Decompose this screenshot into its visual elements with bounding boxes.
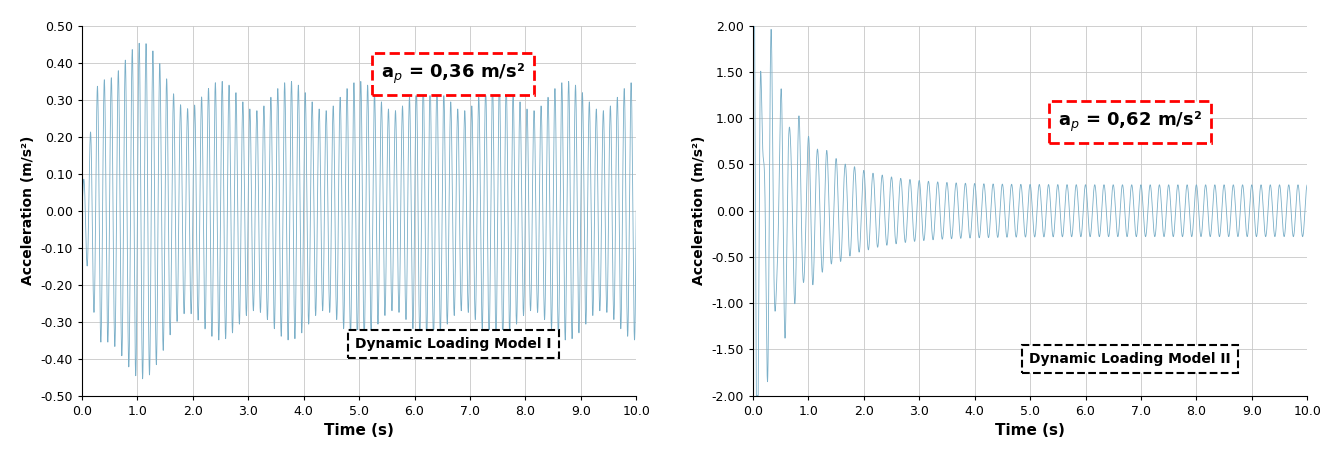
Text: a$_p$ = 0,36 m/s²: a$_p$ = 0,36 m/s² bbox=[381, 62, 525, 86]
Y-axis label: Acceleration (m/s²): Acceleration (m/s²) bbox=[692, 136, 706, 285]
X-axis label: Time (s): Time (s) bbox=[996, 423, 1066, 438]
Y-axis label: Acceleration (m/s²): Acceleration (m/s²) bbox=[21, 136, 35, 285]
Text: a$_p$ = 0,62 m/s²: a$_p$ = 0,62 m/s² bbox=[1057, 110, 1202, 134]
X-axis label: Time (s): Time (s) bbox=[325, 423, 395, 438]
Text: Dynamic Loading Model I: Dynamic Loading Model I bbox=[356, 337, 552, 351]
Text: Dynamic Loading Model II: Dynamic Loading Model II bbox=[1029, 352, 1231, 366]
